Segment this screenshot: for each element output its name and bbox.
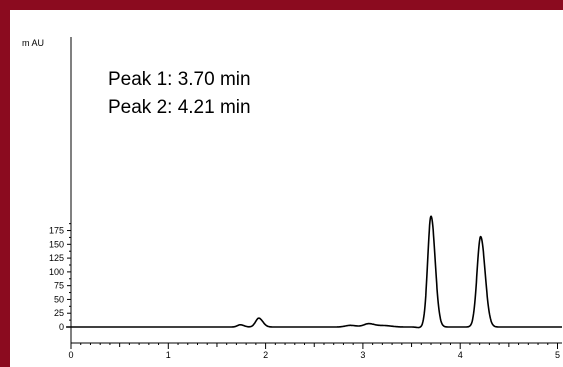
x-tick-label: 2: [263, 350, 268, 360]
y-tick-label: 75: [54, 281, 64, 291]
x-tick-label: 0: [68, 350, 73, 360]
y-tick-label: 100: [49, 267, 64, 277]
x-tick-label: 1: [166, 350, 171, 360]
frame-top-bar: [0, 0, 563, 10]
annotation-peak-1: Peak 1: 3.70 min: [108, 69, 251, 90]
y-tick-label: 50: [54, 294, 64, 304]
y-tick-label: 0: [59, 322, 64, 332]
series-line: [65, 215, 563, 329]
frame-left-bar: [0, 0, 10, 367]
y-tick-label: 25: [54, 308, 64, 318]
x-tick-label: 4: [458, 350, 463, 360]
x-tick-label: 3: [360, 350, 365, 360]
x-tick-label: 5: [555, 350, 560, 360]
y-tick-label: 125: [49, 253, 64, 263]
y-tick-label: 175: [49, 226, 64, 236]
annotation-peak-2: Peak 2: 4.21 min: [108, 97, 251, 118]
y-axis-label: m AU: [22, 38, 44, 48]
y-tick-label: 150: [49, 239, 64, 249]
